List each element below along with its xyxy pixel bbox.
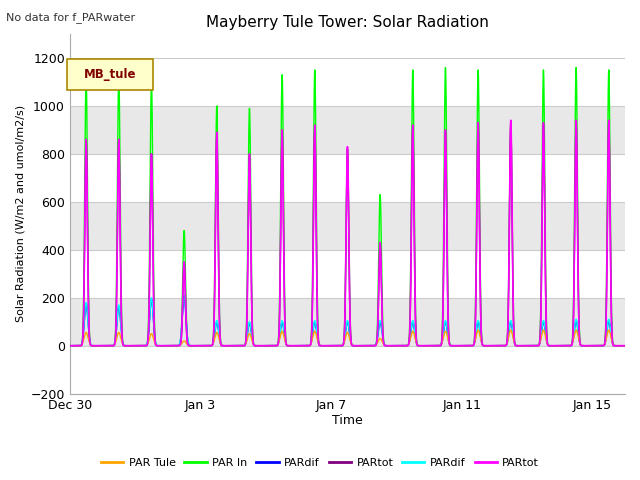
Text: No data for f_PARwater: No data for f_PARwater <box>6 12 136 23</box>
Legend: PAR Tule, PAR In, PARdif, PARtot, PARdif, PARtot: PAR Tule, PAR In, PARdif, PARtot, PARdif… <box>97 453 543 472</box>
Text: MB_tule: MB_tule <box>83 68 136 81</box>
Bar <box>70 154 625 202</box>
X-axis label: Time: Time <box>332 414 363 427</box>
Bar <box>70 58 625 106</box>
Bar <box>70 346 625 394</box>
Bar <box>70 106 625 154</box>
Y-axis label: Solar Radiation (W/m2 and umol/m2/s): Solar Radiation (W/m2 and umol/m2/s) <box>15 105 25 323</box>
Bar <box>70 250 625 298</box>
Title: Mayberry Tule Tower: Solar Radiation: Mayberry Tule Tower: Solar Radiation <box>206 15 489 30</box>
Bar <box>70 202 625 250</box>
Bar <box>70 298 625 346</box>
FancyBboxPatch shape <box>67 59 153 90</box>
